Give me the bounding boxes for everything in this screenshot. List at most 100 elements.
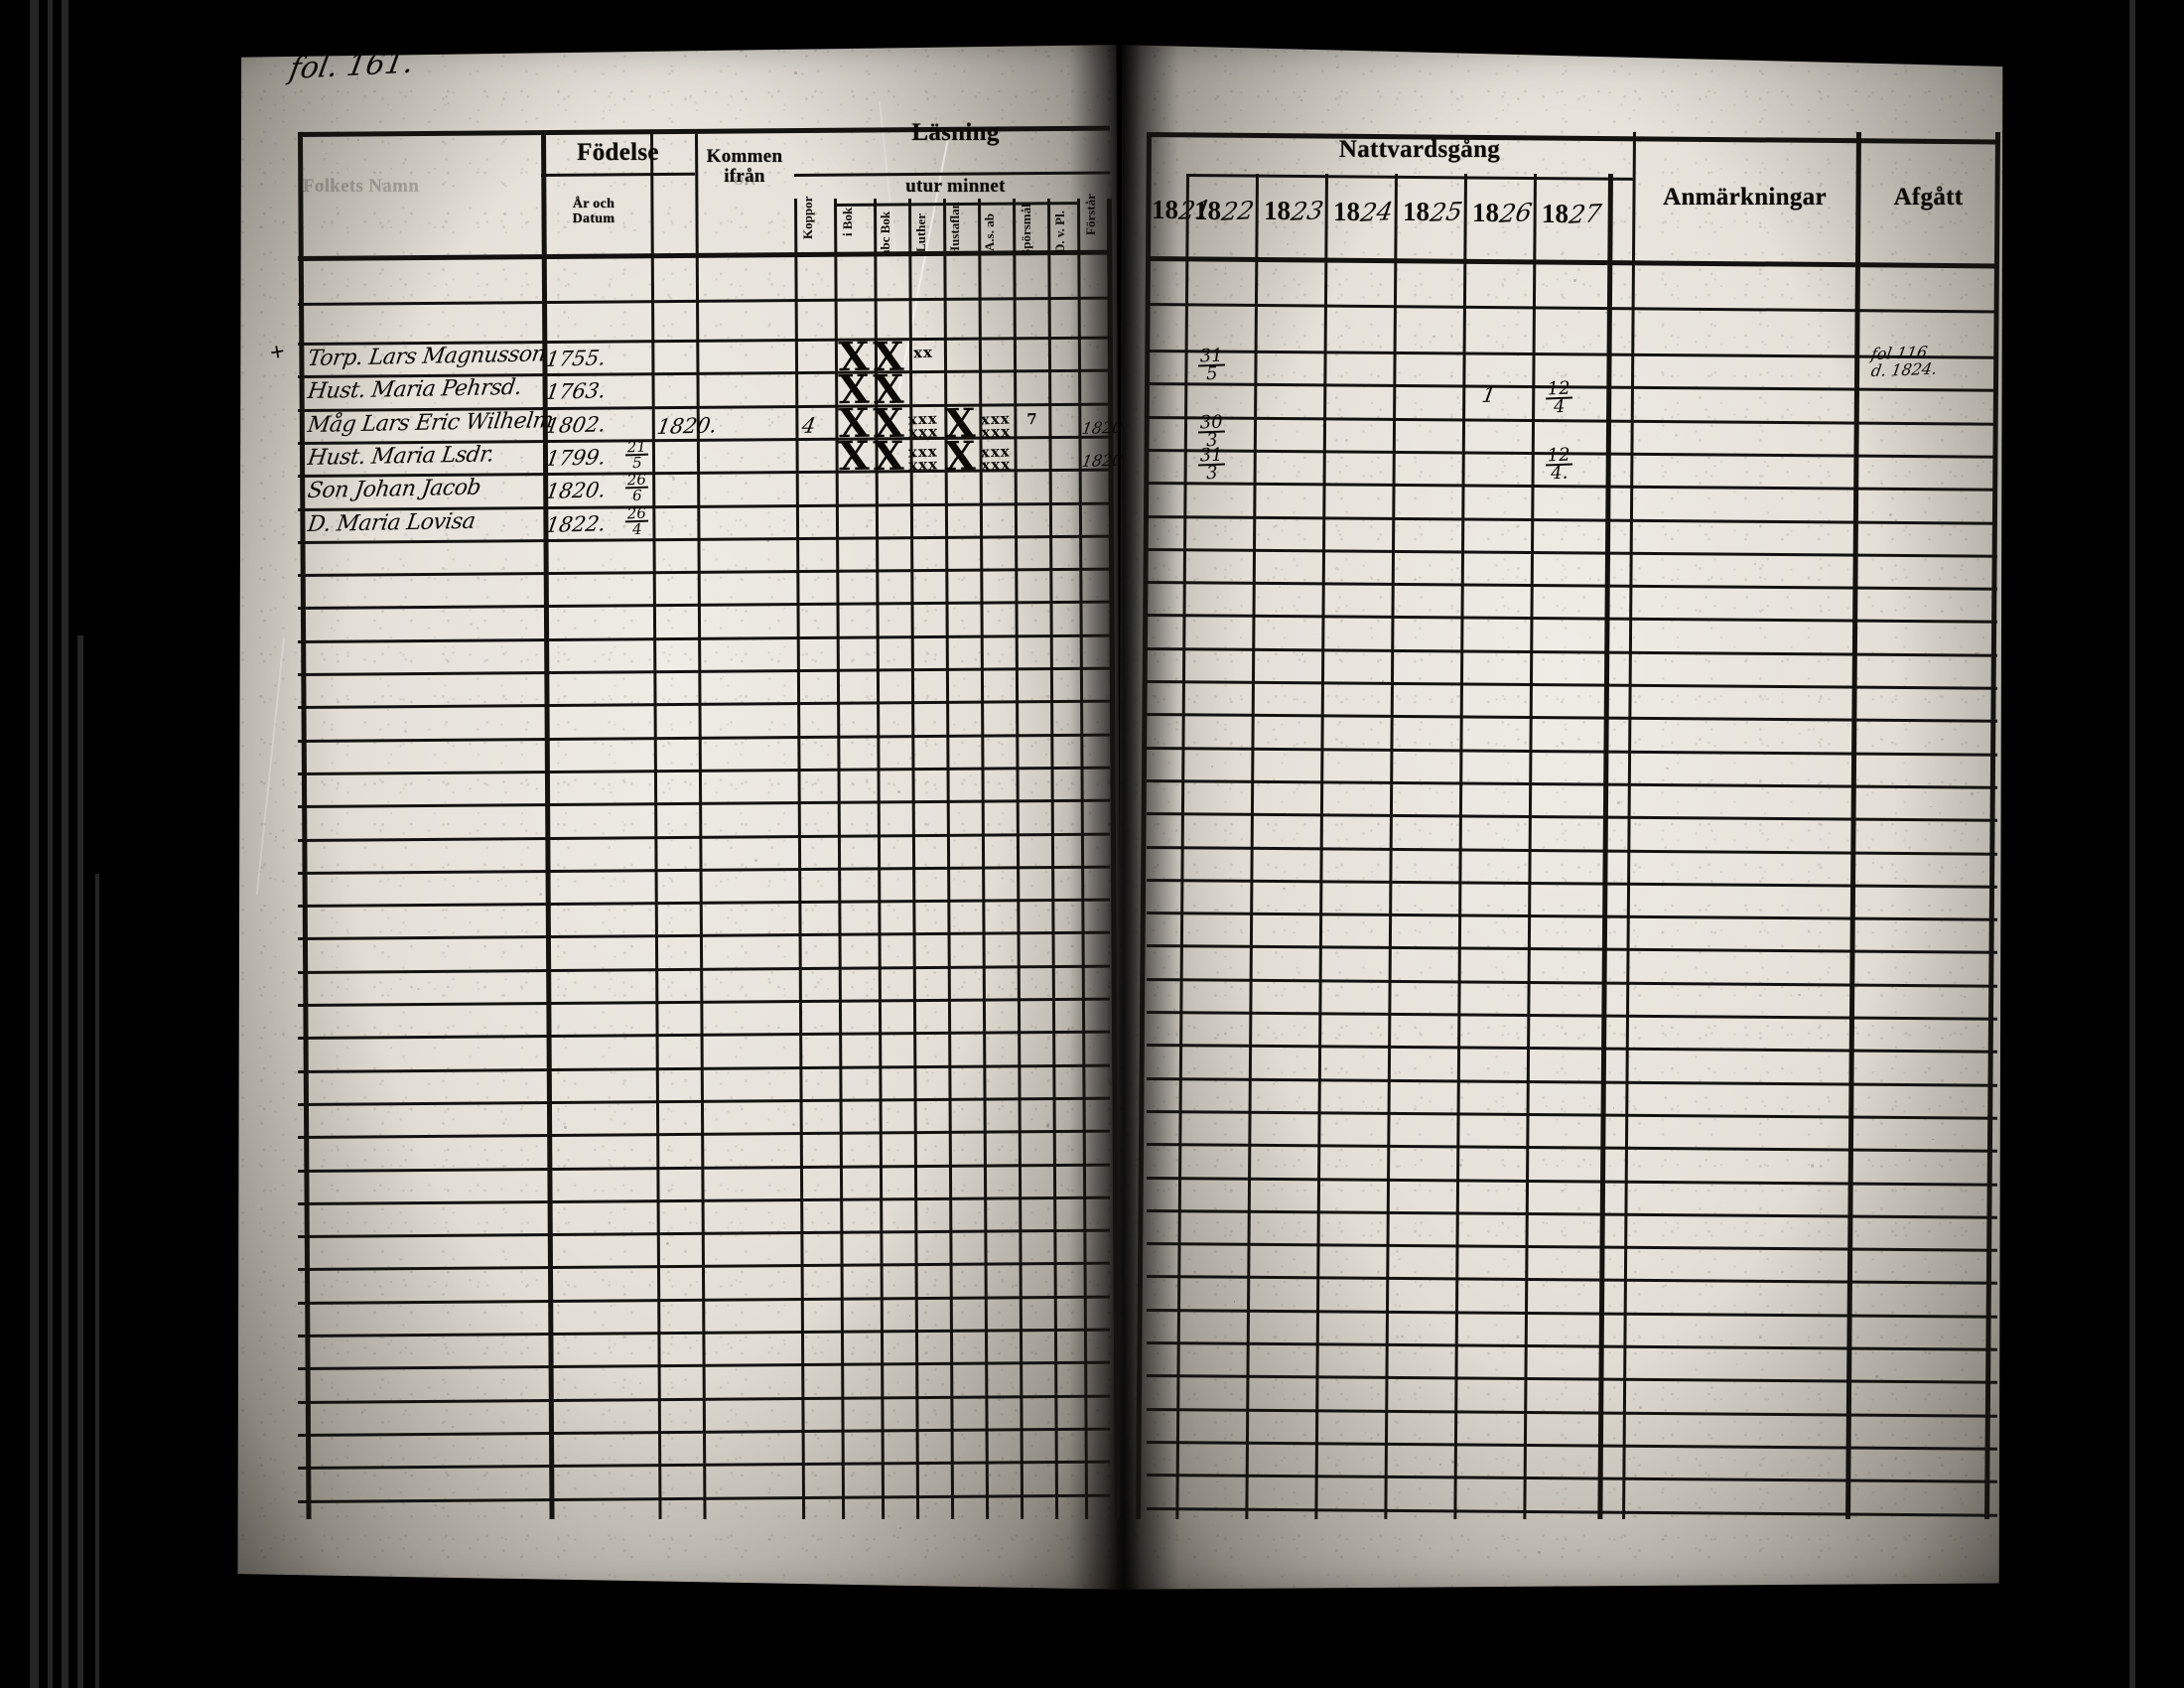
paper-speck [404, 730, 407, 733]
header-smallpox: Koppor [800, 181, 816, 254]
paper-speck [1211, 766, 1213, 768]
paper-speck [1639, 1406, 1642, 1409]
mark-group: xxx [905, 425, 941, 439]
header-birth-place: Ort [695, 174, 794, 189]
paper-speck [1078, 602, 1080, 604]
paper-speck [1611, 242, 1613, 244]
paper-speck [1799, 733, 1801, 735]
paper-speck [1979, 1436, 1982, 1439]
paper-speck [1324, 1067, 1327, 1070]
paper-speck [1727, 1202, 1728, 1203]
paper-speck [1221, 449, 1223, 451]
paper-speck [860, 1392, 863, 1395]
paper-speck [1813, 728, 1815, 730]
year-written: 26 [1498, 198, 1535, 228]
year-printed: 18 [1152, 195, 1178, 224]
year-written: 22 [1220, 196, 1257, 226]
paper-speck [707, 1330, 708, 1331]
year-printed: 18 [1403, 197, 1430, 226]
row-mark-luther-3: xxx xxx [905, 445, 942, 472]
paper-speck [300, 183, 303, 186]
paper-speck [1782, 693, 1783, 694]
paper-speck [1811, 1164, 1814, 1167]
paper-speck [308, 101, 310, 103]
paper-speck [1300, 99, 1302, 101]
header-in-book: i Bok [840, 189, 856, 254]
film-streak [2129, 0, 2135, 1688]
paper-speck [1032, 241, 1033, 242]
paper-speck [1120, 1294, 1121, 1295]
row-birth-year-2: 1802. [544, 412, 608, 438]
year-printed: 18 [1472, 198, 1499, 227]
row-birth-year-3: 1799. [544, 445, 608, 471]
paper-speck [1981, 1198, 1983, 1200]
header-abc-book: abc Bok [878, 211, 893, 256]
row-name-3: Hust. Maria Lsdr. [306, 442, 495, 471]
paper-speck [559, 933, 562, 936]
header-reading-sub: utur minnet [849, 177, 1062, 197]
paper-speck [1301, 653, 1302, 654]
mark-group: xxx [978, 425, 1014, 439]
paper-speck [909, 757, 912, 760]
paper-speck [315, 606, 318, 609]
paper-speck [923, 1321, 924, 1322]
communion-year-1826: 1826 [1472, 198, 1532, 228]
paper-speck [1819, 1404, 1820, 1405]
paper-speck [1605, 351, 1606, 352]
paper-speck [690, 763, 693, 766]
row-birth-year-5: 1822. [544, 511, 608, 537]
paper-speck [649, 1155, 650, 1156]
paper-speck [1517, 1214, 1520, 1217]
paper-speck [275, 836, 277, 838]
paper-speck [1127, 1110, 1128, 1111]
row-birth-year-1: 1763. [544, 379, 608, 405]
header-luther: Luther [913, 211, 929, 256]
paper-speck [1889, 513, 1892, 516]
paper-speck [694, 101, 697, 104]
paper-speck [1345, 128, 1348, 131]
row-came-from-2: 1820. [655, 413, 719, 439]
paper-speck [794, 71, 796, 73]
row-communion-1822-0: 31 5 [1197, 349, 1225, 383]
paper-speck [1743, 1048, 1745, 1050]
year-written: 27 [1568, 199, 1604, 229]
year-printed: 18 [1194, 196, 1221, 225]
paper-speck [564, 1126, 567, 1129]
film-streak [48, 0, 53, 1688]
paper-speck [1287, 243, 1289, 245]
paper-speck [497, 880, 499, 882]
paper-speck [828, 1222, 829, 1223]
row-mark-abc_book-3: X [872, 440, 906, 475]
paper-speck [326, 153, 327, 154]
row-mark-hustaflan-3: X [943, 440, 978, 475]
paper-speck [1057, 487, 1058, 488]
paper-speck [1389, 184, 1392, 187]
paper-speck [1516, 1092, 1519, 1095]
year-printed: 18 [1542, 199, 1569, 228]
paper-speck [1067, 1028, 1070, 1031]
row-communion-1827-3: 12 4. [1545, 447, 1572, 482]
paper-speck [1955, 1264, 1958, 1267]
row-birth-day-5: 26 4 [624, 505, 648, 536]
paper-speck [1529, 1477, 1531, 1478]
paper-speck [1294, 1214, 1295, 1215]
row-birth-year-0: 1755. [544, 346, 608, 371]
paper-speck [1408, 1325, 1409, 1326]
paper-speck [1656, 435, 1657, 436]
row-departed-0-1: d. 1824. [1869, 359, 1938, 380]
year-written: 25 [1429, 197, 1465, 227]
row-mark-as_ab-2: xxx xxx [978, 412, 1015, 439]
paper-speck [283, 109, 285, 111]
row-mark-as_ab-3: xxx xxx [978, 445, 1015, 472]
paper-speck [1212, 1524, 1213, 1525]
paper-speck [1600, 1147, 1601, 1148]
row-mark-in_book-3: X [837, 440, 872, 475]
paper-speck [754, 859, 757, 862]
paper-speck [568, 317, 569, 318]
row-communion-1827-1: 12 4 [1545, 381, 1572, 416]
paper-speck [381, 374, 382, 375]
header-reading: Läsning [834, 119, 1077, 147]
mark-group: xx [905, 346, 941, 359]
communion-year-1822: 1822 [1194, 196, 1254, 226]
film-streak [77, 635, 83, 1688]
